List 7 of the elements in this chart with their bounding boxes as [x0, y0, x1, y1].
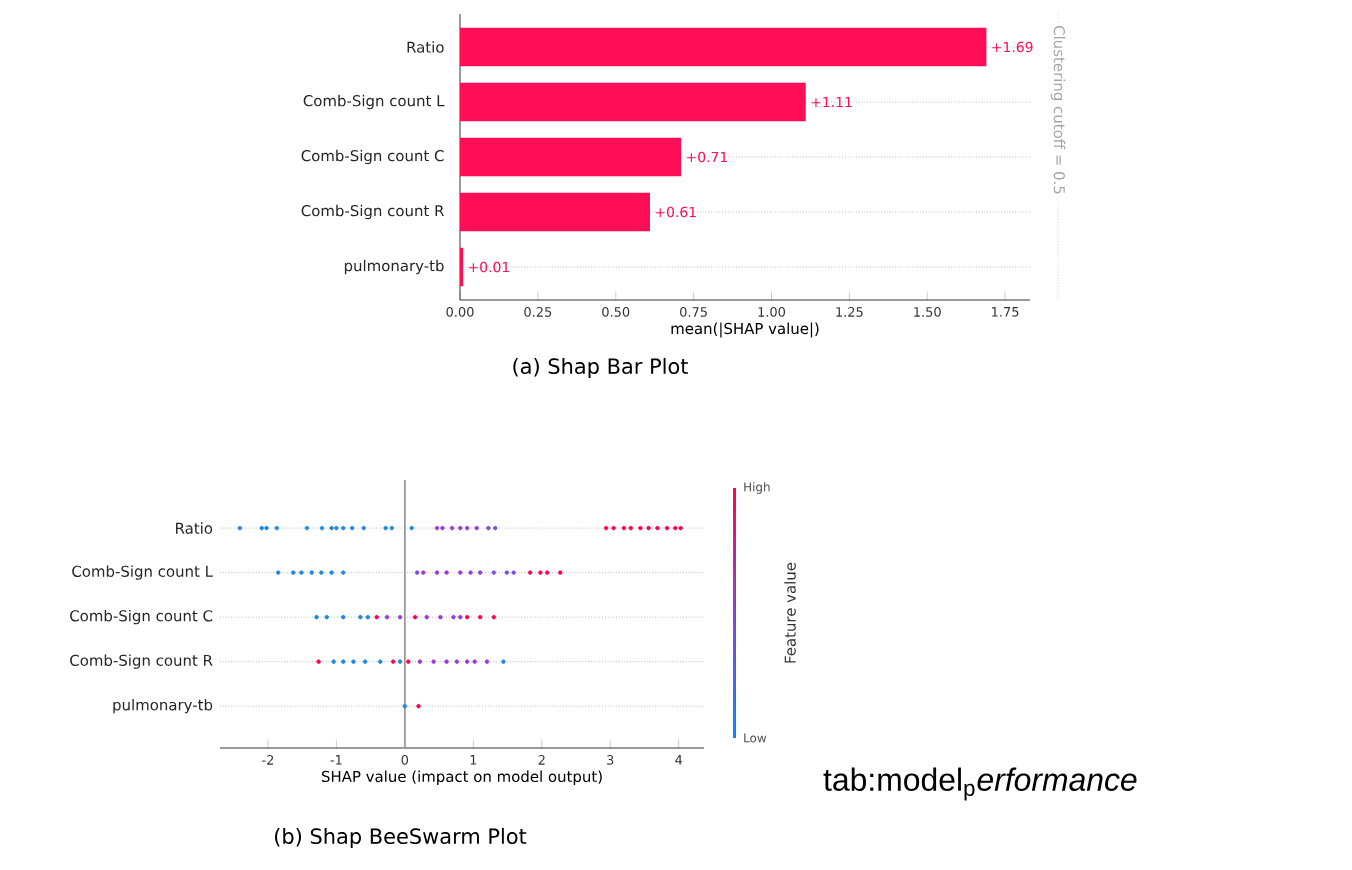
bar	[460, 192, 651, 232]
bar	[460, 27, 987, 67]
text: (a) Shap Bar Plot	[513, 357, 688, 379]
bar	[460, 137, 682, 177]
text: (b) Shap BeeSwarm Plot	[275, 827, 527, 849]
bar	[460, 82, 806, 122]
text: tab:model$_{p}$erformance	[823, 767, 1137, 801]
